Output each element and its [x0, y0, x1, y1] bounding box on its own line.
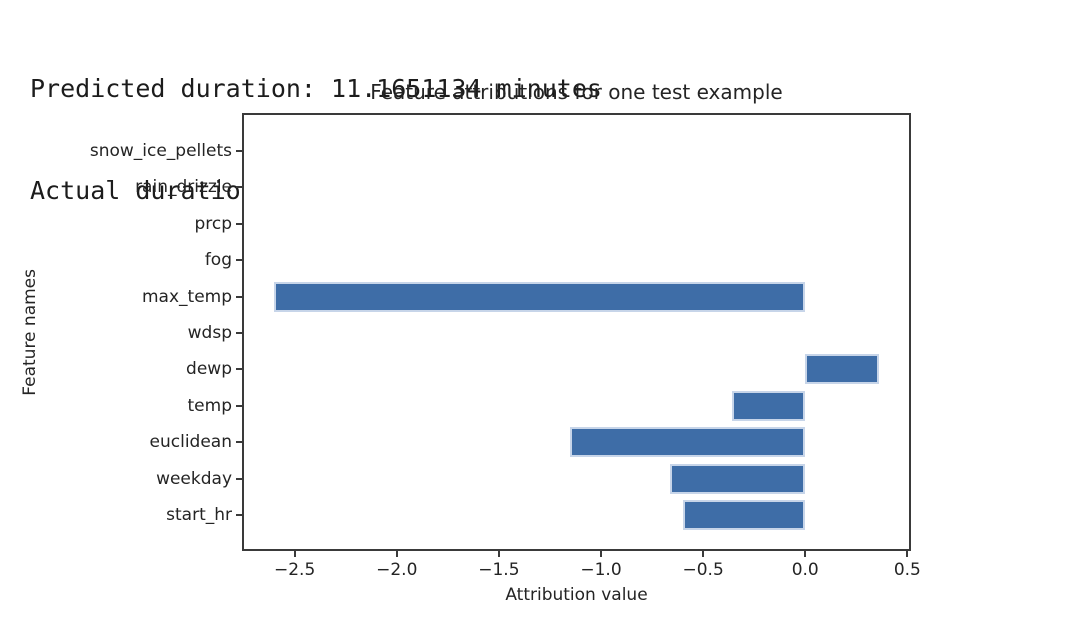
x-tick-mark [600, 551, 602, 557]
x-tick-mark [395, 551, 398, 557]
bar-euclidean [570, 427, 806, 458]
x-tick-label: 0.0 [791, 560, 819, 580]
x-tick-label: −0.5 [682, 560, 724, 580]
y-tick-label: temp [187, 395, 232, 416]
x-tick-label: −1.0 [580, 560, 622, 580]
y-tick-mark [236, 222, 242, 225]
y-tick-label: prcp [194, 213, 232, 234]
y-tick-label: dewp [186, 359, 232, 380]
y-tick-label: max_temp [141, 286, 232, 307]
y-tick-label: euclidean [149, 432, 232, 453]
bar-temp [731, 390, 806, 421]
y-tick-mark [236, 332, 242, 334]
x-tick-mark [497, 551, 500, 557]
y-tick-mark [236, 150, 242, 152]
x-tick-mark [804, 551, 807, 557]
bar-weekday [670, 463, 806, 494]
y-tick-label: weekday [156, 468, 232, 489]
x-axis-label: Attribution value [505, 585, 648, 605]
y-tick-mark [236, 477, 242, 480]
y-tick-label: snow_ice_pellets [89, 141, 232, 161]
bar-dewp [805, 354, 879, 385]
x-tick-label: −2.5 [274, 560, 316, 580]
y-tick-mark [236, 295, 242, 298]
y-tick-mark [236, 186, 242, 189]
y-tick-label: wdsp [187, 323, 232, 343]
x-tick-mark [702, 551, 705, 557]
y-tick-label: start_hr [166, 505, 232, 525]
x-tick-mark [906, 551, 909, 557]
y-tick-mark [236, 441, 242, 444]
bar-start_hr [682, 500, 806, 530]
y-tick-mark [236, 404, 242, 407]
chart-title: Feature attributions for one test exampl… [370, 80, 783, 104]
y-tick-mark [236, 368, 242, 371]
y-tick-label: rain_drizzle [135, 177, 232, 198]
y-tick-label: fog [204, 250, 232, 271]
y-tick-mark [236, 259, 242, 262]
x-tick-label: −1.5 [478, 560, 520, 580]
predicted-duration-text: Predicted duration: 11.1651134 minutes [30, 74, 602, 103]
bar-max_temp [274, 281, 806, 312]
y-tick-mark [236, 514, 242, 516]
x-tick-mark [293, 551, 296, 557]
x-tick-label: 0.5 [893, 560, 921, 580]
x-tick-label: −2.0 [376, 560, 418, 580]
